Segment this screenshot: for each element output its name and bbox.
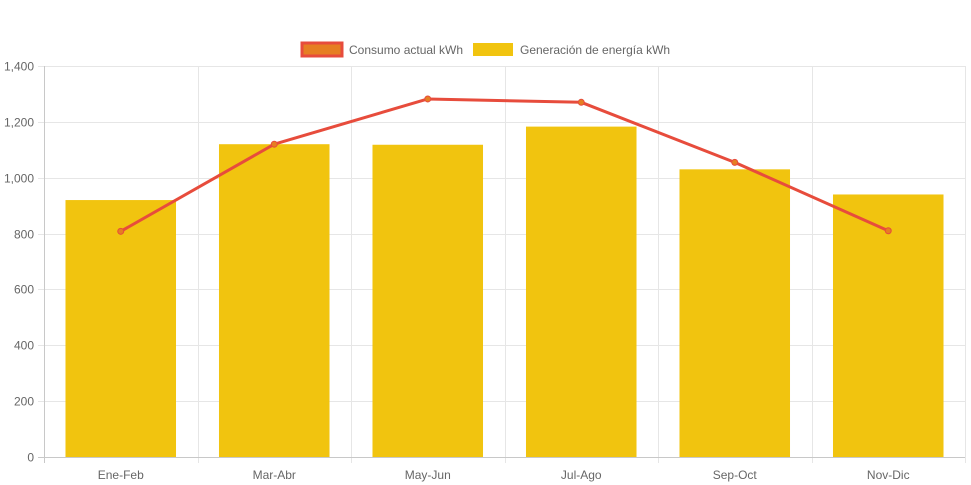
line-point[interactable] bbox=[270, 140, 278, 148]
legend-item-consumo[interactable]: Consumo actual kWh bbox=[300, 41, 463, 58]
legend-item-generacion[interactable]: Generación de energía kWh bbox=[473, 43, 670, 57]
legend-label-generacion: Generación de energía kWh bbox=[520, 43, 670, 57]
line-point[interactable] bbox=[884, 227, 892, 235]
x-tick-label: Sep-Oct bbox=[713, 468, 758, 482]
y-tick-label: 800 bbox=[14, 228, 34, 242]
x-tick-label: Mar-Abr bbox=[253, 468, 296, 482]
axis-layer: 0 200 400 600 800 1,000 1,200 1,400 Ene-Feb Mar-A… bbox=[4, 60, 965, 482]
y-tick-label: 1,200 bbox=[4, 116, 34, 130]
x-tick-label: Nov-Dic bbox=[867, 468, 910, 482]
line-point[interactable] bbox=[117, 227, 125, 235]
line-point[interactable] bbox=[577, 98, 585, 106]
y-tick-label: 200 bbox=[14, 395, 34, 409]
y-tick-label: 1,400 bbox=[4, 60, 34, 74]
bar[interactable] bbox=[679, 169, 791, 458]
bar[interactable] bbox=[832, 194, 944, 457]
consumo-line bbox=[120, 97, 889, 233]
x-tick-label: Ene-Feb bbox=[98, 468, 144, 482]
bar-layer bbox=[65, 126, 944, 458]
bar[interactable] bbox=[65, 200, 177, 458]
y-tick-label: 1,000 bbox=[4, 172, 34, 186]
legend: Consumo actual kWh Generación de energía… bbox=[300, 41, 670, 58]
y-tick-label: 400 bbox=[14, 339, 34, 353]
bar[interactable] bbox=[525, 126, 637, 457]
grid-layer bbox=[38, 66, 966, 463]
line-point[interactable] bbox=[731, 158, 739, 166]
y-tick-label: 600 bbox=[14, 283, 34, 297]
line-point[interactable] bbox=[424, 95, 432, 103]
y-tick-label: 0 bbox=[27, 451, 34, 465]
legend-swatch-generacion bbox=[473, 43, 513, 56]
legend-swatch-consumo bbox=[300, 41, 344, 58]
bar[interactable] bbox=[372, 144, 484, 457]
legend-label-consumo: Consumo actual kWh bbox=[349, 43, 463, 57]
x-tick-label: May-Jun bbox=[405, 468, 451, 482]
bar[interactable] bbox=[218, 144, 330, 457]
x-tick-label: Jul-Ago bbox=[561, 468, 602, 482]
line-layer bbox=[117, 95, 892, 235]
